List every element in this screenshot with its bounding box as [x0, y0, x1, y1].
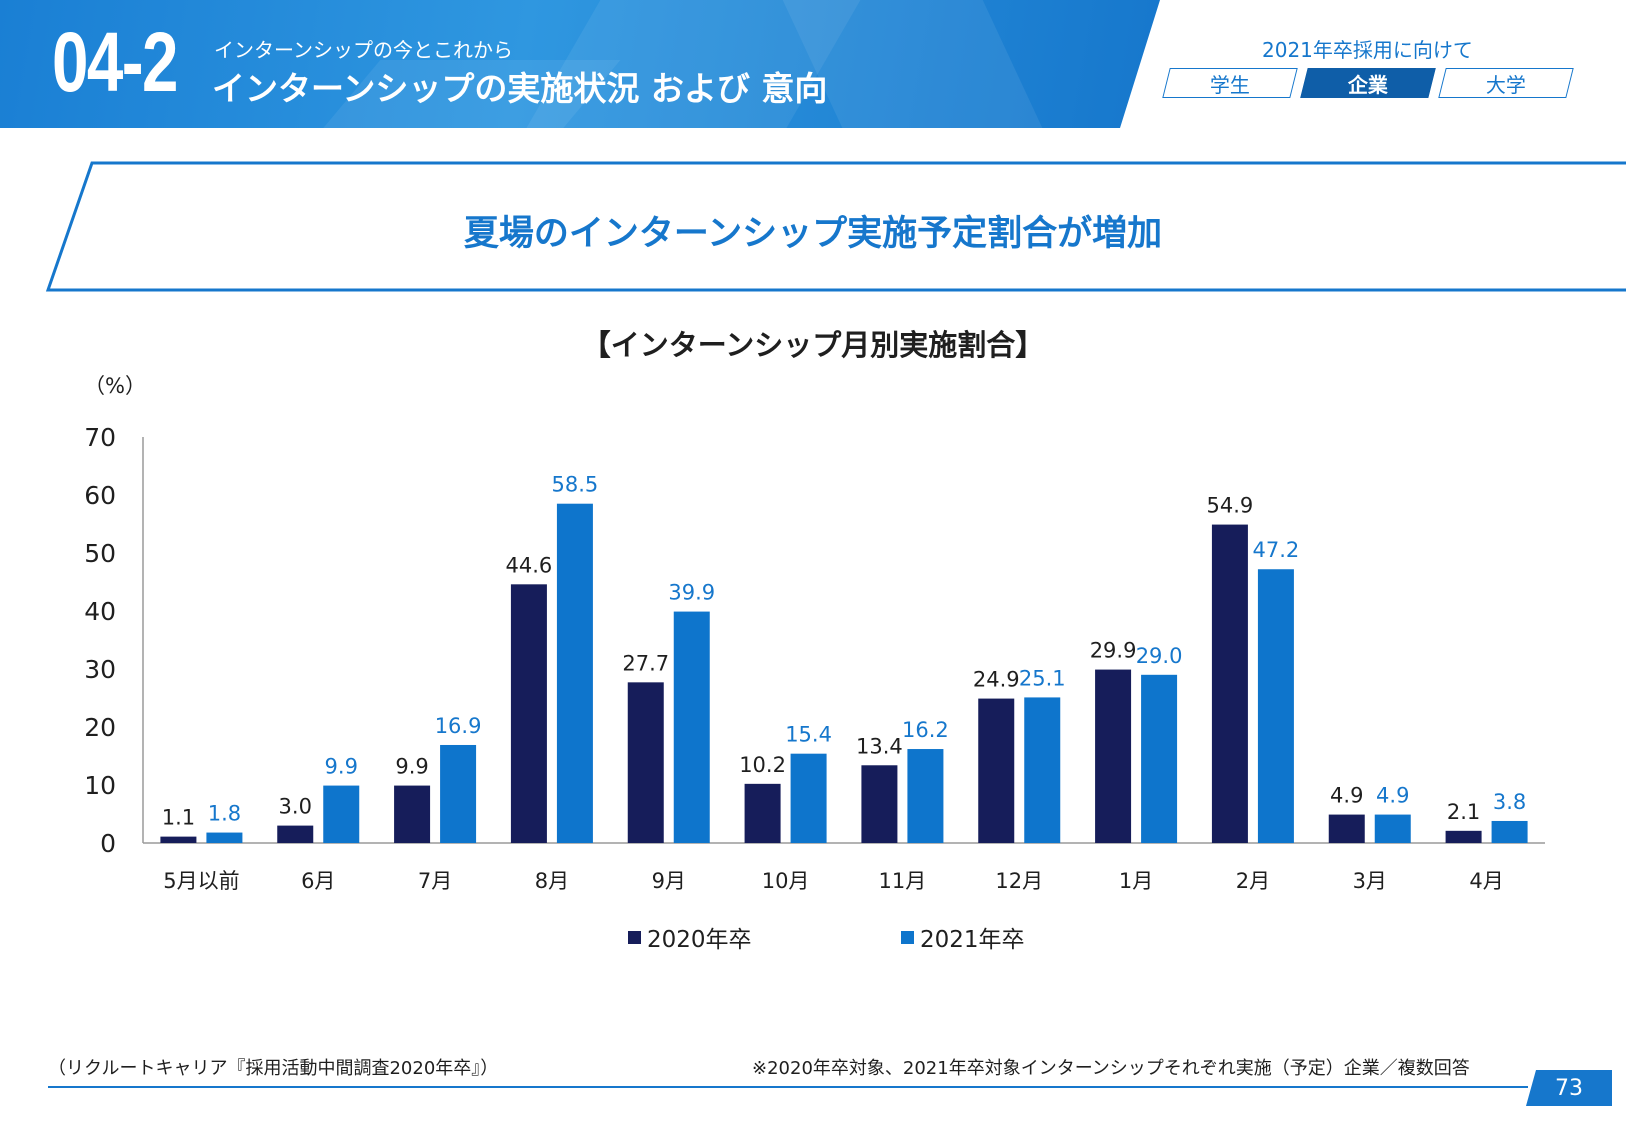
data-label-2021: 3.8 [1493, 790, 1526, 814]
bar-2021 [1491, 820, 1528, 843]
bar-2021 [1141, 674, 1178, 843]
bar-2021 [1024, 697, 1061, 843]
data-label-2020: 13.4 [856, 734, 903, 758]
x-tick-label: 5月以前 [163, 869, 239, 893]
y-tick-label: 0 [100, 829, 116, 858]
headline-frame [45, 161, 1626, 292]
headline: 夏場のインターンシップ実施予定割合が増加 [463, 214, 1163, 254]
legend-swatch-2020 [628, 930, 641, 944]
y-axis-unit: （%） [84, 374, 146, 398]
data-label-2021: 4.9 [1376, 784, 1409, 808]
page-number: 73 [1526, 1070, 1612, 1106]
chart-title: 【インターンシップ月別実施割合】 [581, 328, 1045, 362]
bar-2020 [1328, 814, 1365, 843]
section-number: 04-2 [52, 15, 178, 109]
x-tick-label: 3月 [1353, 869, 1387, 893]
data-label-2020: 3.0 [279, 795, 312, 819]
data-label-2020: 27.7 [622, 651, 669, 675]
bar-2021 [790, 753, 827, 843]
x-tick-label: 8月 [535, 869, 569, 893]
source-note: （リクルートキャリア『採用活動中間調査2020年卒』） [48, 1058, 499, 1079]
data-label-2021: 58.5 [552, 473, 599, 497]
y-tick-label: 10 [84, 771, 116, 800]
data-label-2020: 24.9 [973, 668, 1020, 692]
legend-swatch-2021 [901, 930, 914, 944]
x-tick-label: 6月 [301, 869, 335, 893]
bar-2020 [978, 698, 1015, 843]
bar-2020 [1445, 830, 1482, 843]
x-tick-label: 1月 [1119, 869, 1153, 893]
headline-frame-line [45, 161, 1626, 292]
bar-2020 [861, 765, 898, 843]
data-label-2020: 54.9 [1207, 494, 1254, 518]
header-banner [0, 0, 1160, 128]
data-label-2021: 9.9 [325, 755, 358, 779]
bar-2021 [440, 744, 477, 843]
y-tick-label: 40 [84, 597, 116, 626]
bar-2021 [323, 785, 360, 843]
x-tick-label: 9月 [652, 869, 686, 893]
data-label-2020: 1.1 [162, 806, 195, 830]
bar-2020 [627, 682, 664, 843]
data-label-2021: 16.9 [435, 714, 482, 738]
data-label-2021: 15.4 [785, 723, 832, 747]
bar-2020 [1211, 524, 1248, 843]
section-title: インターンシップの実施状況 および 意向 [212, 69, 828, 108]
bar-2020 [394, 785, 431, 843]
x-tick-label: 11月 [879, 869, 927, 893]
legend-label-2020: 2020年卒 [647, 927, 752, 953]
bar-2021 [1257, 569, 1294, 843]
section-subtitle: インターンシップの今とこれから [214, 38, 513, 62]
recruit-year-label: 2021年卒採用に向けて [1262, 38, 1473, 62]
bar-2020 [744, 783, 781, 843]
data-label-2021: 16.2 [902, 718, 949, 742]
bar-2021 [907, 749, 944, 843]
bar-2021 [206, 832, 243, 843]
data-label-2020: 9.9 [395, 755, 428, 779]
data-label-2021: 47.2 [1253, 538, 1300, 562]
data-label-2021: 29.0 [1136, 644, 1183, 668]
legend-item-2020: 2020年卒 [628, 920, 752, 954]
y-tick-label: 20 [84, 713, 116, 742]
bar-2021 [673, 611, 710, 843]
y-tick-label: 50 [84, 539, 116, 568]
bar-2021 [556, 503, 593, 843]
bar-2020 [510, 584, 547, 843]
bar-2020 [1095, 669, 1132, 843]
data-label-2021: 25.1 [1019, 666, 1066, 690]
legend-item-2021: 2021年卒 [901, 920, 1025, 954]
data-label-2020: 2.1 [1447, 800, 1480, 824]
x-tick-label: 4月 [1469, 869, 1503, 893]
x-tick-label: 10月 [762, 869, 810, 893]
x-tick-label: 2月 [1236, 869, 1270, 893]
y-tick-label: 60 [84, 481, 116, 510]
legend-label-2021: 2021年卒 [920, 927, 1025, 953]
bar-2020 [277, 825, 314, 843]
y-tick-label: 30 [84, 655, 116, 684]
data-label-2020: 4.9 [1330, 784, 1363, 808]
survey-note: ※2020年卒対象、2021年卒対象インターンシップそれぞれ実施（予定）企業／複… [752, 1058, 1470, 1079]
footer-divider [48, 1086, 1528, 1088]
data-label-2021: 39.9 [668, 581, 715, 605]
data-label-2020: 29.9 [1090, 639, 1137, 663]
y-tick-label: 70 [84, 423, 116, 452]
x-tick-label: 12月 [995, 869, 1043, 893]
x-tick-label: 7月 [418, 869, 452, 893]
bar-2021 [1374, 814, 1411, 843]
data-label-2021: 1.8 [208, 802, 241, 826]
data-label-2020: 10.2 [739, 753, 786, 777]
data-label-2020: 44.6 [506, 553, 553, 577]
bar-2020 [160, 836, 197, 843]
